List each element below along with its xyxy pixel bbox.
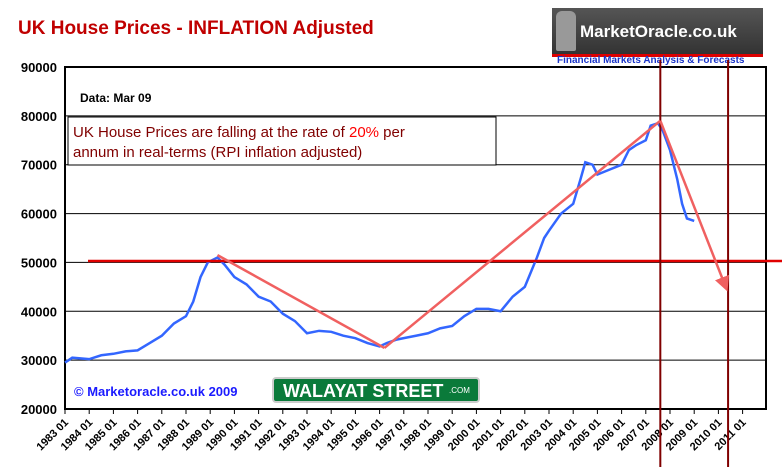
y-tick-label: 30000 [21, 353, 57, 368]
annotation-pre: UK House Prices are falling at the rate … [73, 124, 349, 141]
marketoracle-logo: MarketOracle.co.uk [552, 8, 763, 57]
y-tick-label: 50000 [21, 255, 57, 270]
copyright-text: © Marketoracle.co.uk 2009 [74, 384, 238, 399]
annotation-line1: UK House Prices are falling at the rate … [73, 124, 405, 141]
trend-line [659, 120, 729, 292]
y-tick-label: 60000 [21, 207, 57, 222]
y-tick-label: 40000 [21, 304, 57, 319]
statue-icon [556, 11, 576, 51]
trend-line [383, 119, 662, 349]
annotation-highlight: 20% [349, 124, 379, 141]
badge-suffix: .COM [449, 386, 470, 395]
price-series-line [64, 121, 695, 364]
annotation-line2: annum in real-terms (RPI inflation adjus… [73, 144, 362, 161]
plot-border [64, 66, 767, 410]
annotation-box [67, 116, 497, 166]
logo-text: MarketOracle.co.uk [580, 22, 737, 41]
y-tick-label: 90000 [21, 60, 57, 75]
walayat-badge [272, 377, 480, 403]
logo-tagline: Financial Markets Analysis & Forecasts [557, 55, 745, 66]
data-date-label: Data: Mar 09 [80, 91, 152, 105]
y-tick-label: 80000 [21, 109, 57, 124]
annotation-post: per [379, 124, 405, 141]
y-tick-label: 70000 [21, 158, 57, 173]
chart-title: UK House Prices - INFLATION Adjusted [18, 18, 374, 39]
badge-text: WALAYAT STREET [283, 381, 443, 401]
y-tick-label: 20000 [21, 402, 57, 417]
trend-line [216, 254, 386, 350]
